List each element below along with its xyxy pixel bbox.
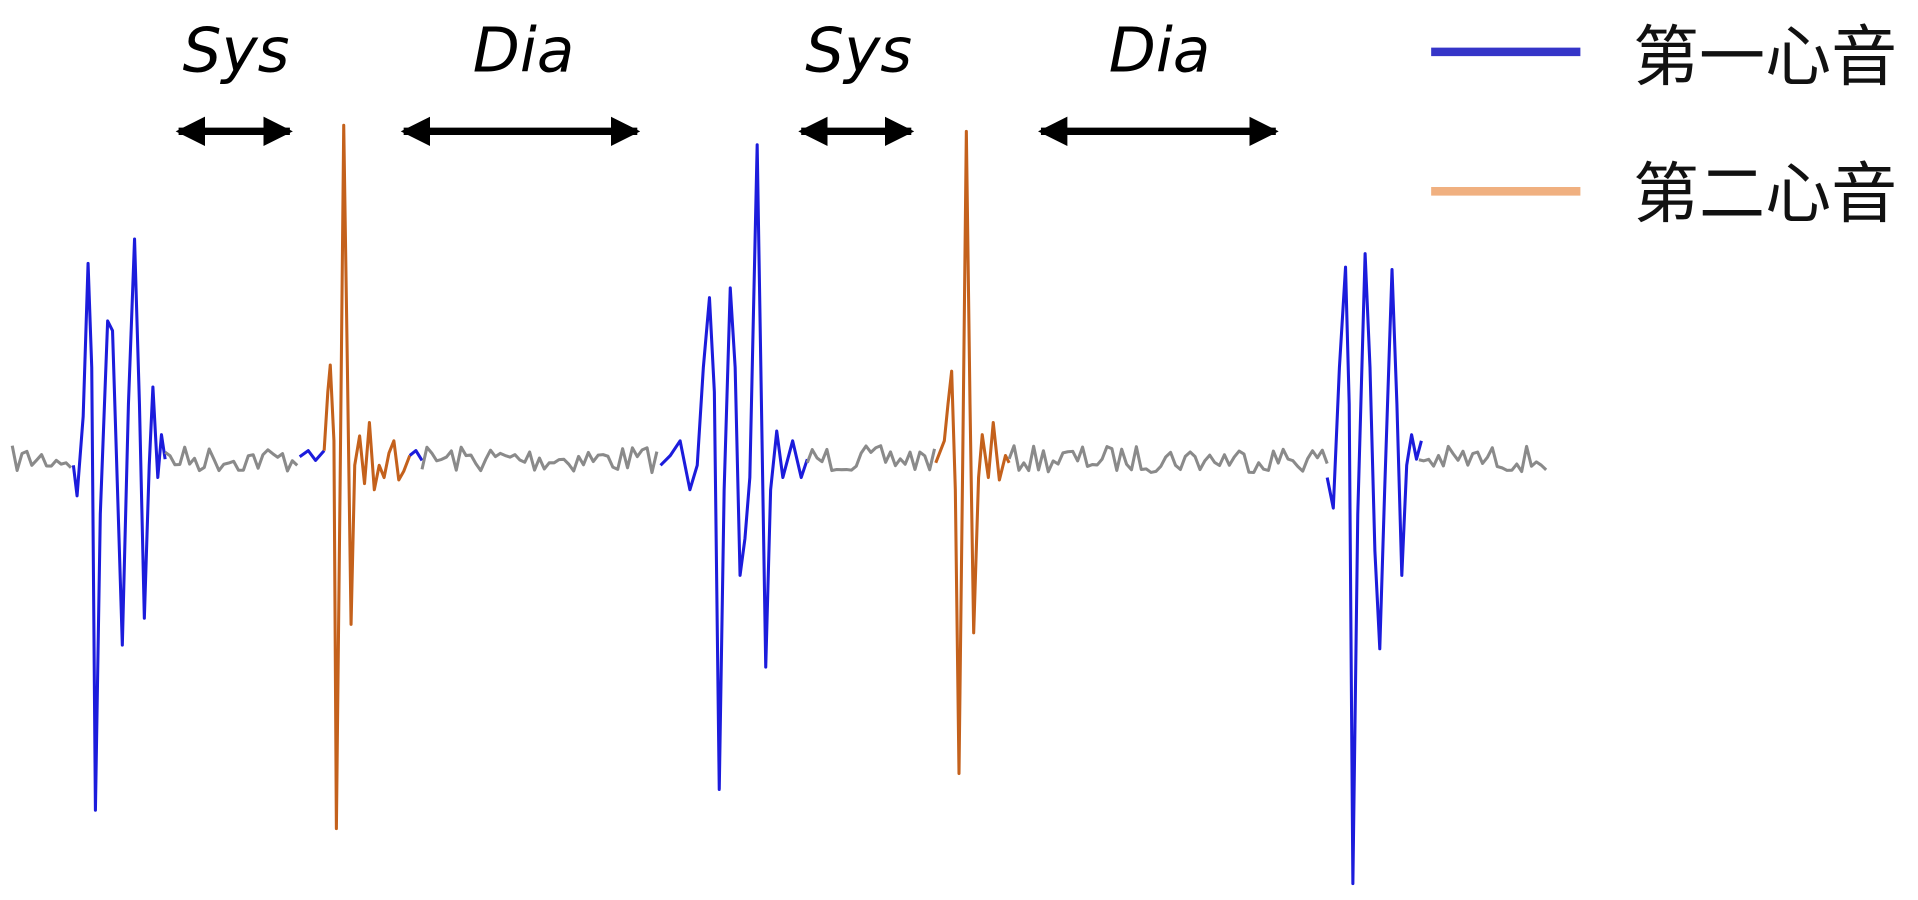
waveform-segment: [1007, 444, 1329, 475]
legend-label: 第一心音: [1633, 19, 1897, 96]
waveform: [10, 123, 1548, 886]
phase-label: Sys: [183, 15, 290, 86]
waveform-segment: [164, 445, 299, 473]
waveform-segment: [408, 449, 424, 462]
legend-label: 第二心音: [1633, 156, 1897, 233]
waveform-segment: [420, 445, 659, 475]
waveform-segment: [805, 444, 937, 473]
waveform-segment: [1325, 252, 1423, 886]
waveform-segment: [1418, 444, 1548, 474]
waveform-segment: [934, 129, 1011, 776]
phase-label: Dia: [1109, 15, 1211, 86]
phase-label: Dia: [473, 15, 575, 86]
waveform-segment: [10, 445, 73, 473]
waveform-segment: [659, 143, 809, 791]
phase-label: Sys: [805, 15, 912, 86]
waveform-segment: [298, 449, 326, 462]
waveform-segment: [322, 123, 412, 831]
waveform-segment: [71, 237, 167, 812]
